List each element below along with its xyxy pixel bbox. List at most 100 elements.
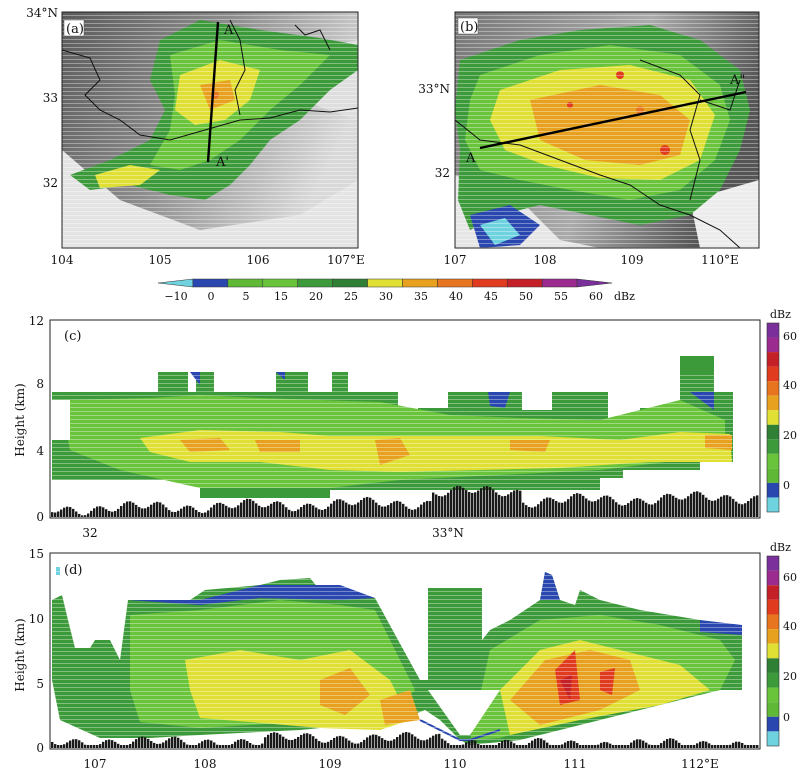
terrain-bar [567, 499, 570, 517]
terrain-bar [96, 745, 99, 748]
terrain-bar [135, 504, 138, 517]
panel-c-cb-tick: 40 [783, 379, 797, 392]
terrain-bar [252, 500, 255, 517]
terrain-bar [66, 742, 69, 748]
terrain-bar [231, 744, 234, 748]
terrain-bar [243, 739, 246, 748]
terrain-bar [423, 502, 426, 517]
terrain-bar [624, 504, 627, 517]
terrain-bar [105, 740, 108, 748]
terrain-bar [498, 494, 501, 517]
colorbar-cell [157, 278, 194, 288]
colorbar-cell [767, 482, 779, 498]
colorbar-cell [767, 453, 779, 469]
terrain-bar [81, 515, 84, 517]
terrain-bar [72, 739, 75, 748]
terrain-bar [696, 491, 699, 517]
colorbar-tick: 25 [344, 290, 358, 303]
terrain-bar [216, 503, 219, 517]
terrain-bar [537, 504, 540, 517]
terrain-bar [288, 739, 291, 748]
terrain-bar [423, 740, 426, 748]
terrain-bar [183, 742, 186, 748]
terrain-bar [330, 739, 333, 748]
terrain-bar [453, 745, 456, 748]
colorbar-tick: 0 [208, 290, 215, 303]
terrain-bar [330, 503, 333, 517]
terrain-bar [534, 506, 537, 517]
terrain-bar [279, 734, 282, 748]
terrain-bar [351, 505, 354, 517]
terrain-bar [177, 510, 180, 517]
terrain-bar [204, 739, 207, 748]
terrain-bar [564, 742, 567, 748]
terrain-bar [306, 503, 309, 517]
terrain-bar [132, 502, 135, 517]
terrain-bar [162, 504, 165, 517]
terrain-bar [201, 741, 204, 748]
terrain-bar [291, 511, 294, 517]
terrain-bar [324, 509, 327, 517]
terrain-bar [303, 733, 306, 748]
terrain-bar [318, 509, 321, 517]
terrain-bar [489, 487, 492, 517]
terrain-bar [555, 745, 558, 748]
terrain-bar [411, 509, 414, 517]
terrain-bar [213, 504, 216, 517]
panel-d-xtick: 107 [84, 757, 107, 771]
terrain-bar [54, 512, 57, 517]
terrain-bar [657, 744, 660, 748]
terrain-bar [60, 745, 63, 748]
terrain-bar [483, 486, 486, 517]
terrain-bar [465, 490, 468, 517]
terrain-bar [714, 745, 717, 748]
terrain-bar [432, 492, 435, 517]
terrain-bar [297, 736, 300, 748]
terrain-bar [147, 738, 150, 748]
terrain-bar [267, 734, 270, 748]
panel-b-line-start: A [465, 151, 476, 166]
panel-a-ytick: 34°N [26, 6, 58, 20]
terrain-bar [729, 744, 732, 748]
section-line-a [206, 21, 220, 163]
terrain-bar [705, 741, 708, 748]
terrain-bar [315, 507, 318, 517]
terrain-bar [564, 501, 567, 517]
terrain-bar [90, 510, 93, 517]
colorbar-cell [767, 439, 779, 454]
terrain-bar [654, 503, 657, 517]
panel-c-cb-tick: 60 [783, 330, 797, 343]
colorbar-cell [367, 278, 403, 288]
terrain-bar [390, 503, 393, 517]
terrain-bar [207, 739, 210, 748]
panel-d-cb-tick: 60 [783, 571, 797, 584]
terrain-bar [327, 506, 330, 517]
terrain-bar [363, 497, 366, 517]
terrain-bar [696, 743, 699, 748]
terrain-bar [441, 738, 444, 748]
terrain-bar [513, 743, 516, 748]
terrain-bar [459, 486, 462, 517]
colorbar-cell [402, 278, 438, 288]
terrain-bar [288, 509, 291, 517]
terrain-bar [729, 496, 732, 517]
colorbar-tick: 40 [449, 290, 463, 303]
terrain-bar [84, 744, 87, 748]
terrain-bar [69, 507, 72, 517]
terrain-bar [396, 500, 399, 517]
terrain-bar [246, 498, 249, 517]
terrain-bar [663, 494, 666, 517]
terrain-bar [600, 742, 603, 748]
terrain-bar [396, 737, 399, 748]
terrain-bar [615, 502, 618, 517]
terrain-bar [492, 489, 495, 517]
colorbar-cell [767, 731, 779, 746]
terrain-bar [735, 741, 738, 748]
panel-d-ytick: 5 [36, 677, 44, 691]
terrain-bar [558, 745, 561, 748]
panel-d-colorbar-unit: dBz [770, 541, 791, 554]
terrain-bar [252, 744, 255, 748]
panel-b-xtick: 109 [621, 253, 644, 267]
terrain-bar [297, 509, 300, 517]
